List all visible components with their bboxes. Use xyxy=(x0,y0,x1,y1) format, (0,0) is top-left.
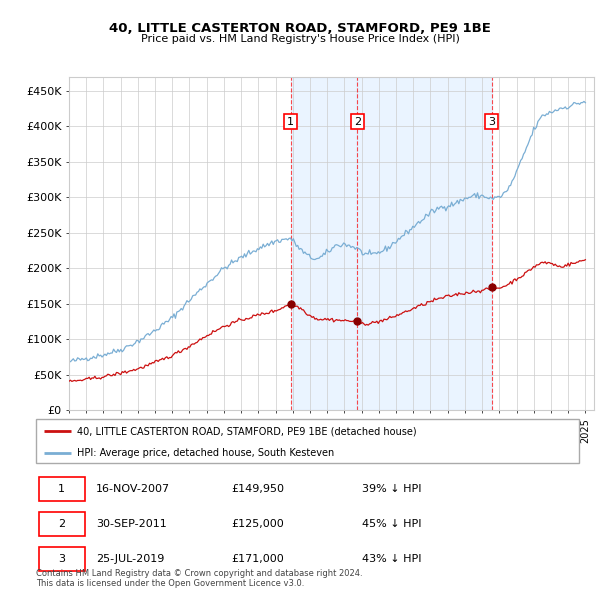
Text: £149,950: £149,950 xyxy=(232,484,284,494)
Text: 43% ↓ HPI: 43% ↓ HPI xyxy=(362,553,421,563)
Bar xyxy=(39,477,85,501)
Text: £125,000: £125,000 xyxy=(232,519,284,529)
Text: 1: 1 xyxy=(287,117,294,127)
Text: 39% ↓ HPI: 39% ↓ HPI xyxy=(362,484,421,494)
Text: Contains HM Land Registry data © Crown copyright and database right 2024.
This d: Contains HM Land Registry data © Crown c… xyxy=(36,569,362,588)
Text: 25-JUL-2019: 25-JUL-2019 xyxy=(96,553,164,563)
Text: 40, LITTLE CASTERTON ROAD, STAMFORD, PE9 1BE: 40, LITTLE CASTERTON ROAD, STAMFORD, PE9… xyxy=(109,22,491,35)
Text: Price paid vs. HM Land Registry's House Price Index (HPI): Price paid vs. HM Land Registry's House … xyxy=(140,34,460,44)
Text: 2: 2 xyxy=(354,117,361,127)
Bar xyxy=(291,77,358,410)
Text: 3: 3 xyxy=(488,117,495,127)
Bar xyxy=(39,512,85,536)
Text: 16-NOV-2007: 16-NOV-2007 xyxy=(96,484,170,494)
Text: 2: 2 xyxy=(58,519,65,529)
Text: 45% ↓ HPI: 45% ↓ HPI xyxy=(362,519,421,529)
Text: £171,000: £171,000 xyxy=(232,553,284,563)
Text: 40, LITTLE CASTERTON ROAD, STAMFORD, PE9 1BE (detached house): 40, LITTLE CASTERTON ROAD, STAMFORD, PE9… xyxy=(77,427,416,436)
Text: 3: 3 xyxy=(58,553,65,563)
Text: HPI: Average price, detached house, South Kesteven: HPI: Average price, detached house, Sout… xyxy=(77,448,334,458)
Bar xyxy=(358,77,492,410)
Bar xyxy=(39,546,85,571)
Text: 1: 1 xyxy=(58,484,65,494)
Text: 30-SEP-2011: 30-SEP-2011 xyxy=(96,519,166,529)
